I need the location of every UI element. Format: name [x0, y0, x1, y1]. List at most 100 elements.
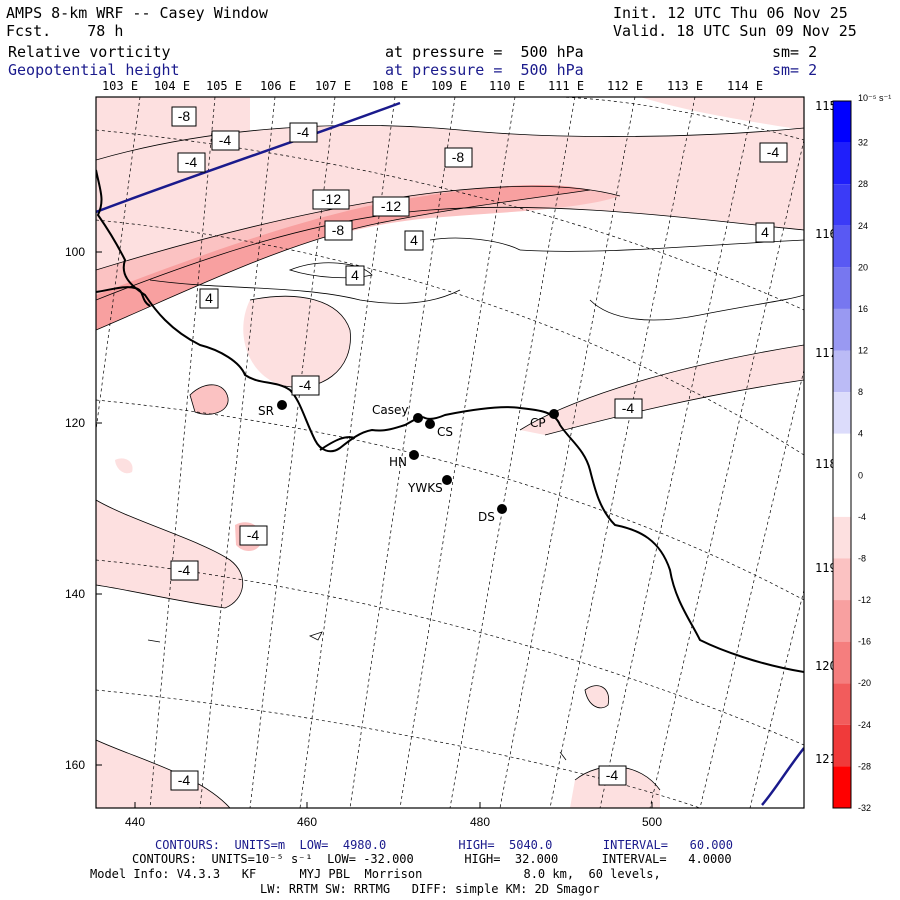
vorticity-shading: [96, 97, 804, 808]
colorbar-label: -12: [858, 595, 871, 605]
contour-label: -4: [299, 377, 312, 393]
station-marker: [277, 400, 287, 410]
colorbar-swatch: [833, 600, 851, 642]
station-label: Casey: [372, 403, 408, 417]
height-contour-line: [96, 101, 401, 214]
height-contour-line-2: [761, 747, 804, 806]
contour-label: -12: [381, 198, 401, 214]
smoothing-2: sm= 2: [772, 61, 818, 79]
y-tick-label: 140: [65, 587, 85, 601]
colorbar-swatch: [833, 475, 851, 517]
x-tick-label: 500: [642, 815, 662, 829]
contour-label: -12: [321, 191, 341, 207]
colorbar-unit: 10⁻⁵ s⁻¹: [858, 93, 891, 103]
colorbar-label: -32: [858, 803, 871, 813]
colorbar-label: -20: [858, 678, 871, 688]
field-name-vorticity: Relative vorticity: [8, 43, 171, 61]
colorbar-label: 12: [858, 346, 868, 356]
station-label: DS: [478, 510, 495, 524]
footer-contours-vorticity: CONTOURS: UNITS=10⁻⁵ s⁻¹ LOW= -32.000 HI…: [132, 852, 732, 866]
colorbar-swatch: [833, 683, 851, 725]
colorbar-label: -16: [858, 637, 871, 647]
colorbar-swatch: [833, 766, 851, 808]
colorbar-frame: [832, 100, 852, 809]
lon-label: 105 E: [206, 79, 242, 93]
lon-label: 103 E: [102, 79, 138, 93]
lon-label: 108 E: [372, 79, 408, 93]
colorbar-swatch: [833, 225, 851, 268]
contour-label: -4: [247, 527, 260, 543]
colorbar-swatch: [833, 350, 851, 393]
lon-label: 104 E: [154, 79, 190, 93]
colorbar-swatch: [833, 558, 851, 601]
footer-contours-height: CONTOURS: UNITS=m LOW= 4980.0 HIGH= 5040…: [155, 838, 733, 852]
colorbar: 10⁻⁵ s⁻¹ 32 28 24 20 16 12 8 4 0 -4 -8 -12 -16 -20 -24…: [832, 93, 891, 813]
colorbar-label: 0: [858, 470, 863, 480]
colorbar-label: -28: [858, 761, 871, 771]
colorbar-label: -4: [858, 512, 866, 522]
footer-model-info: Model Info: V4.3.3 KF MYJ PBL Morrison 8…: [90, 867, 661, 881]
contour-label: -8: [452, 149, 465, 165]
colorbar-swatch: [833, 101, 851, 143]
top-lon-labels: 103 E 104 E 105 E 106 E 107 E 108 E 109 …: [102, 79, 763, 93]
colorbar-label: -24: [858, 720, 871, 730]
lon-label: 113 E: [667, 79, 703, 93]
contour-label: 4: [205, 290, 213, 306]
map-frame: [95, 96, 805, 809]
station-marker: [425, 419, 435, 429]
colorbar-label: 32: [858, 138, 868, 148]
y-tick-label: 100: [65, 245, 85, 259]
station-label: SR: [258, 404, 274, 418]
contour-label: -4: [297, 124, 310, 140]
footer-physics: LW: RRTM SW: RRTMG DIFF: simple KM: 2D S…: [260, 882, 600, 896]
colorbar-label: -8: [858, 553, 866, 563]
contour-label: -4: [767, 144, 780, 160]
axis-ticks: 440 460 480 500 100 120 140 160: [65, 245, 662, 829]
lon-label: 112 E: [607, 79, 643, 93]
longitude-grid: [96, 97, 804, 808]
colorbar-swatch: [833, 516, 851, 559]
colorbar-label: 4: [858, 429, 863, 439]
y-tick-label: 120: [65, 416, 85, 430]
lon-label: 114 E: [727, 79, 763, 93]
init-time: Init. 12 UTC Thu 06 Nov 25: [613, 4, 848, 22]
contour-label: 4: [410, 232, 418, 248]
station-label: HN: [389, 455, 407, 469]
x-tick-label: 480: [470, 815, 490, 829]
station-marker: [442, 475, 452, 485]
colorbar-swatch: [833, 184, 851, 226]
colorbar-swatch: [833, 392, 851, 434]
contour-label: 4: [351, 267, 359, 283]
station-label: CP: [530, 416, 546, 430]
station-marker: [413, 413, 423, 423]
station-marker: [409, 450, 419, 460]
contour-labels: -8 -4 -4 -4 -8 -4 -12 -12 -8 4 4 4 4: [170, 106, 788, 791]
station-marker: [549, 409, 559, 419]
colorbar-swatch: [833, 433, 851, 476]
colorbar-label: 20: [858, 262, 868, 272]
smoothing-1: sm= 2: [772, 43, 818, 61]
lon-label: 106 E: [260, 79, 296, 93]
contour-label: -8: [178, 108, 191, 124]
contour-label: -8: [332, 222, 345, 238]
pressure-level-1: at pressure = 500 hPa: [385, 43, 584, 61]
colorbar-swatch: [833, 142, 851, 185]
y-tick-label: 160: [65, 758, 85, 772]
colorbar-swatch: [833, 641, 851, 684]
lon-label: 111 E: [548, 79, 584, 93]
colorbar-label: 8: [858, 387, 863, 397]
lon-label: 109 E: [431, 79, 467, 93]
valid-time: Valid. 18 UTC Sun 09 Nov 25: [613, 22, 857, 40]
stations: SR Casey CS HN YWKS DS CP: [258, 400, 559, 524]
lon-label: 110 E: [489, 79, 525, 93]
contour-label: -4: [178, 562, 191, 578]
forecast-hour: Fcst. 78 h: [6, 22, 124, 40]
colorbar-label: 28: [858, 179, 868, 189]
colorbar-swatch: [833, 724, 851, 767]
colorbar-label: 24: [858, 221, 868, 231]
field-name-height: Geopotential height: [8, 61, 180, 79]
x-tick-label: 440: [125, 815, 145, 829]
contour-label: -4: [178, 772, 191, 788]
coastline: [96, 169, 804, 673]
